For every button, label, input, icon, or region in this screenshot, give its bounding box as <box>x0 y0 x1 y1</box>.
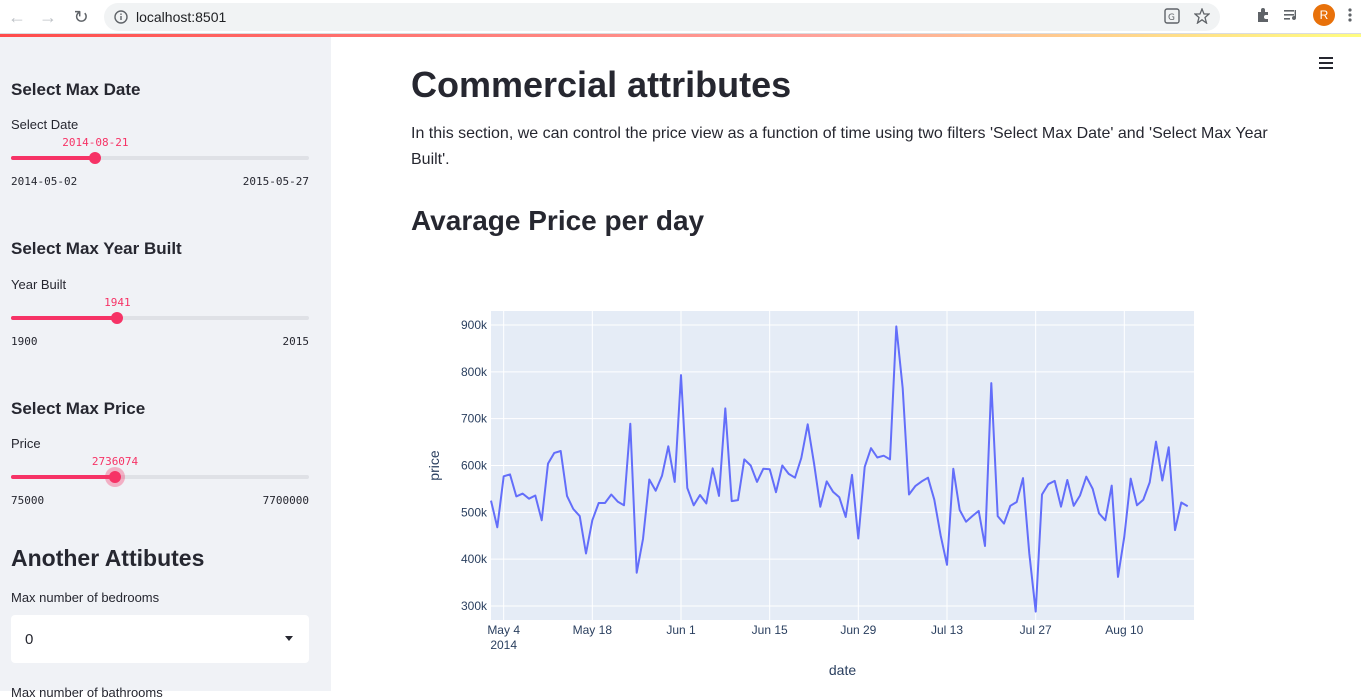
price-line-chart[interactable]: 300k 400k 500k 600k 700k 800k 900k May 4 2014 May… <box>411 300 1211 691</box>
price-slider-label: Price <box>11 436 41 451</box>
extensions-puzzle-icon[interactable] <box>1255 7 1271 23</box>
date-slider-fill <box>11 156 96 160</box>
year-slider-value: 1941 <box>104 296 131 309</box>
bedrooms-label: Max number of bedrooms <box>11 590 160 605</box>
year-slider-thumb[interactable] <box>111 312 124 324</box>
kebab-menu-icon[interactable] <box>1347 7 1353 23</box>
chart-heading: Avarage Price per day <box>411 205 705 236</box>
x-tick-label: May 18 <box>573 623 613 637</box>
price-slider[interactable]: 2736074 <box>11 455 309 495</box>
media-queue-icon[interactable] <box>1283 7 1301 23</box>
x-tick-label: May 4 <box>487 623 520 637</box>
sidebar: Select Max Date Select Date 2014-08-21 2… <box>0 37 331 700</box>
bedrooms-select-value: 0 <box>25 631 34 648</box>
main-content: Commercial attributes In this section, w… <box>331 37 1361 691</box>
year-slider-max: 2015 <box>282 335 310 348</box>
y-tick-label: 300k <box>461 599 488 613</box>
page-description: In this section, we can control the pric… <box>411 125 1268 168</box>
year-slider-min: 1900 <box>11 335 38 348</box>
price-series-line[interactable] <box>490 325 1189 613</box>
price-slider-fill <box>11 475 115 479</box>
price-slider-value: 2736074 <box>91 455 139 468</box>
date-slider-range: 2014-05-02 2015-05-27 <box>11 175 309 188</box>
year-slider-track[interactable] <box>11 316 309 320</box>
x-tick-label: Jun 29 <box>840 623 876 637</box>
profile-avatar[interactable]: R <box>1313 4 1335 26</box>
x-tick-sublabel: 2014 <box>490 638 517 652</box>
x-tick-label: Jun 15 <box>752 623 788 637</box>
year-slider-label: Year Built <box>11 277 67 292</box>
year-slider-range: 1900 2015 <box>11 335 309 348</box>
date-slider-label: Select Date <box>11 117 79 132</box>
another-attributes-heading: Another Attibutes <box>11 545 205 571</box>
bedrooms-select[interactable]: 0 <box>11 615 309 663</box>
chevron-down-icon <box>285 636 293 641</box>
address-bar[interactable]: localhost:8501 G <box>104 3 1220 31</box>
browser-toolbar: ← → ↻ localhost:8501 G R <box>0 0 1361 34</box>
year-slider-fill <box>11 316 118 320</box>
year-heading: Select Max Year Built <box>11 239 182 258</box>
date-slider-max: 2015-05-27 <box>242 175 309 188</box>
y-tick-label: 400k <box>461 552 488 566</box>
x-tick-label: Jun 1 <box>666 623 696 637</box>
back-arrow-icon[interactable]: ← <box>8 6 26 27</box>
page-title: Commercial attributes <box>411 64 792 105</box>
price-slider-thumb[interactable] <box>109 471 121 483</box>
price-slider-min: 75000 <box>11 494 45 507</box>
x-tick-label: Aug 10 <box>1105 623 1143 637</box>
url-text: localhost:8501 <box>136 9 227 25</box>
date-slider-thumb[interactable] <box>89 152 102 164</box>
y-tick-label: 900k <box>461 318 488 332</box>
translate-icon[interactable]: G <box>1164 8 1180 24</box>
price-slider-track[interactable] <box>11 475 309 479</box>
x-axis-title: date <box>829 662 856 678</box>
svg-text:G: G <box>1168 13 1175 23</box>
x-tick-label: Jul 13 <box>931 623 963 637</box>
y-tick-label: 600k <box>461 459 488 473</box>
date-heading: Select Max Date <box>11 80 141 99</box>
info-icon <box>114 10 128 24</box>
date-slider-value: 2014-08-21 <box>62 136 129 149</box>
y-tick-label: 800k <box>461 365 488 379</box>
date-slider-min: 2014-05-02 <box>11 175 78 188</box>
hamburger-menu-icon[interactable] <box>1319 57 1333 72</box>
reload-icon[interactable]: ↻ <box>73 6 89 27</box>
price-heading: Select Max Price <box>11 399 146 418</box>
bathrooms-label: Max number of bathrooms <box>11 685 163 700</box>
app-decoration-bar <box>0 34 1361 37</box>
y-tick-label: 500k <box>461 505 488 519</box>
price-slider-max: 7700000 <box>262 494 309 507</box>
y-axis-title: price <box>426 450 442 481</box>
date-slider[interactable]: 2014-08-21 <box>11 136 309 176</box>
year-slider[interactable]: 1941 <box>11 296 309 336</box>
price-slider-range: 75000 7700000 <box>11 494 309 507</box>
forward-arrow-icon[interactable]: → <box>39 6 57 27</box>
x-tick-label: Jul 27 <box>1020 623 1052 637</box>
y-tick-label: 700k <box>461 412 488 426</box>
date-slider-track[interactable] <box>11 156 309 160</box>
star-icon[interactable] <box>1194 8 1210 24</box>
